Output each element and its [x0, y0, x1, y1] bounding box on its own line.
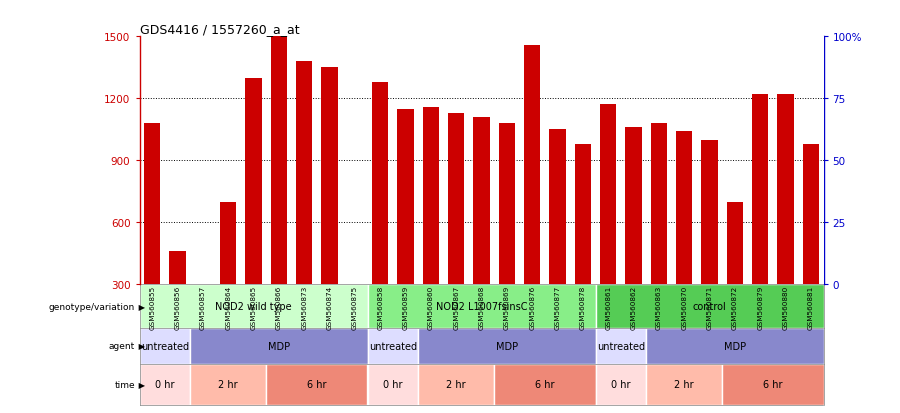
Text: 2 hr: 2 hr	[674, 379, 694, 389]
Text: untreated: untreated	[140, 341, 189, 351]
Point	[347, 88, 362, 95]
Bar	[596, 364, 646, 405]
Text: 6 hr: 6 hr	[307, 379, 327, 389]
Text: ▶: ▶	[136, 380, 145, 389]
Bar	[140, 328, 190, 364]
Bar	[140, 37, 824, 285]
Point	[322, 78, 337, 85]
Text: untreated: untreated	[597, 341, 645, 351]
Point	[272, 78, 286, 85]
Point	[247, 78, 261, 85]
Text: MDP: MDP	[724, 341, 746, 351]
Point	[424, 88, 438, 95]
Point	[525, 76, 539, 83]
Bar	[448, 114, 464, 347]
Point	[500, 88, 514, 95]
Point	[677, 88, 691, 95]
Point	[652, 83, 666, 90]
Point	[297, 71, 311, 78]
Bar	[574, 145, 591, 347]
Text: 6 hr: 6 hr	[536, 379, 554, 389]
Bar	[190, 328, 367, 364]
Point	[626, 88, 641, 95]
Bar	[646, 328, 824, 364]
Bar	[321, 68, 338, 347]
Bar	[246, 78, 262, 347]
Bar	[220, 202, 237, 347]
Point	[601, 83, 616, 90]
Point	[753, 83, 768, 90]
Text: 0 hr: 0 hr	[155, 379, 175, 389]
Bar	[367, 328, 419, 364]
Point	[474, 88, 489, 95]
Text: GDS4416 / 1557260_a_at: GDS4416 / 1557260_a_at	[140, 23, 299, 36]
Bar	[296, 62, 312, 347]
Point	[550, 88, 564, 95]
Text: untreated: untreated	[369, 341, 417, 351]
Bar	[722, 364, 824, 405]
Bar	[596, 285, 824, 328]
Text: MDP: MDP	[268, 341, 290, 351]
Bar	[494, 364, 596, 405]
Bar	[271, 37, 287, 347]
Bar	[473, 118, 490, 347]
Point	[170, 103, 184, 110]
Bar	[418, 328, 596, 364]
Text: ▶: ▶	[136, 302, 145, 311]
Bar	[367, 364, 419, 405]
Point	[195, 113, 210, 120]
Bar	[346, 285, 363, 347]
Bar	[726, 202, 743, 347]
Point	[449, 83, 464, 90]
Text: 0 hr: 0 hr	[383, 379, 402, 389]
Point	[576, 93, 590, 100]
Bar	[169, 252, 185, 347]
Text: genotype/variation: genotype/variation	[49, 302, 135, 311]
Bar	[596, 328, 646, 364]
Point	[702, 88, 716, 95]
Bar	[266, 364, 367, 405]
Bar	[372, 83, 389, 347]
Bar	[524, 45, 540, 347]
Point	[778, 88, 793, 95]
Bar	[499, 124, 515, 347]
Point	[804, 93, 818, 100]
Text: MDP: MDP	[496, 341, 518, 351]
Bar	[144, 124, 160, 347]
Bar	[778, 95, 794, 347]
Bar	[397, 109, 414, 347]
Bar	[140, 285, 367, 328]
Text: 0 hr: 0 hr	[611, 379, 631, 389]
Text: 2 hr: 2 hr	[446, 379, 466, 389]
Text: agent: agent	[109, 342, 135, 351]
Text: time: time	[114, 380, 135, 389]
Bar	[140, 364, 190, 405]
Bar	[194, 285, 212, 347]
Bar	[651, 124, 667, 347]
Bar	[367, 285, 596, 328]
Bar	[626, 128, 642, 347]
Point	[373, 83, 387, 90]
Bar	[646, 364, 722, 405]
Bar	[423, 107, 439, 347]
Text: NOD2 L1007fsinsC: NOD2 L1007fsinsC	[436, 301, 527, 311]
Point	[221, 83, 236, 90]
Point	[727, 126, 742, 132]
Point	[145, 83, 159, 90]
Bar	[549, 130, 566, 347]
Text: NOD2 wild type: NOD2 wild type	[215, 301, 292, 311]
Point	[399, 88, 413, 95]
Bar	[701, 140, 717, 347]
Text: 6 hr: 6 hr	[763, 379, 783, 389]
Bar	[676, 132, 692, 347]
Bar	[190, 364, 266, 405]
Bar	[752, 95, 769, 347]
Bar	[803, 145, 819, 347]
Bar	[418, 364, 494, 405]
Bar	[600, 105, 617, 347]
Text: 2 hr: 2 hr	[219, 379, 238, 389]
Text: ▶: ▶	[136, 342, 145, 351]
Text: control: control	[693, 301, 726, 311]
